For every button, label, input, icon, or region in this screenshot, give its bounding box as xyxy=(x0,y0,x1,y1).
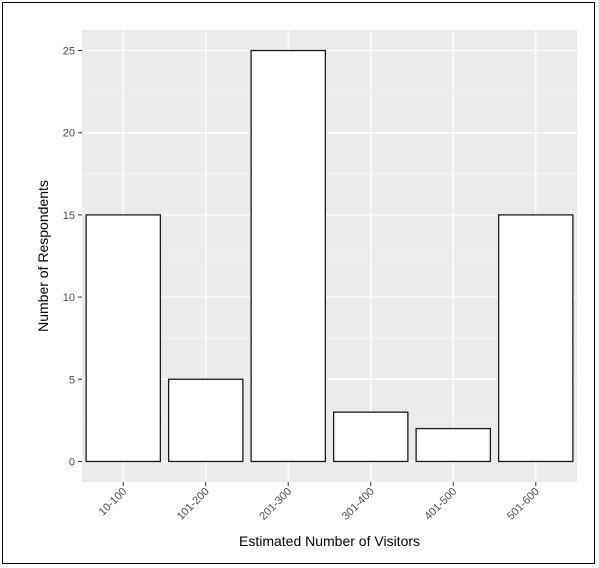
bar-10-100 xyxy=(85,214,162,463)
x-tick-label: 201-300 xyxy=(257,486,294,523)
x-tick-label: 301-400 xyxy=(340,486,377,523)
y-tick-label: 0 xyxy=(69,456,75,468)
x-tick-label: 401-500 xyxy=(422,486,459,523)
bars xyxy=(85,49,574,463)
bar-501-600 xyxy=(497,214,574,463)
x-tick-label: 501-600 xyxy=(505,486,542,523)
x-axis-ticks: 10-100 101-200 201-300 301-400 401-500 501-60… xyxy=(97,482,542,523)
x-axis-title: Estimated Number of Visitors xyxy=(239,533,420,549)
y-axis-ticks: 0 5 10 15 20 25 xyxy=(63,46,82,468)
y-tick-label: 10 xyxy=(63,292,75,304)
bar-401-500 xyxy=(415,427,492,463)
bar-101-200 xyxy=(167,378,244,463)
x-tick-label: 101-200 xyxy=(175,486,212,523)
bar-201-300 xyxy=(250,49,327,463)
x-tick-label: 10-100 xyxy=(97,486,130,519)
y-tick-label: 25 xyxy=(63,46,75,58)
y-axis-title: Number of Respondents xyxy=(35,180,51,332)
y-tick-label: 20 xyxy=(63,128,75,140)
major-gridlines xyxy=(82,30,577,482)
y-tick-label: 15 xyxy=(63,210,75,222)
bar-301-400 xyxy=(332,411,409,463)
y-tick-label: 5 xyxy=(69,374,75,386)
minor-gridlines xyxy=(82,91,577,421)
